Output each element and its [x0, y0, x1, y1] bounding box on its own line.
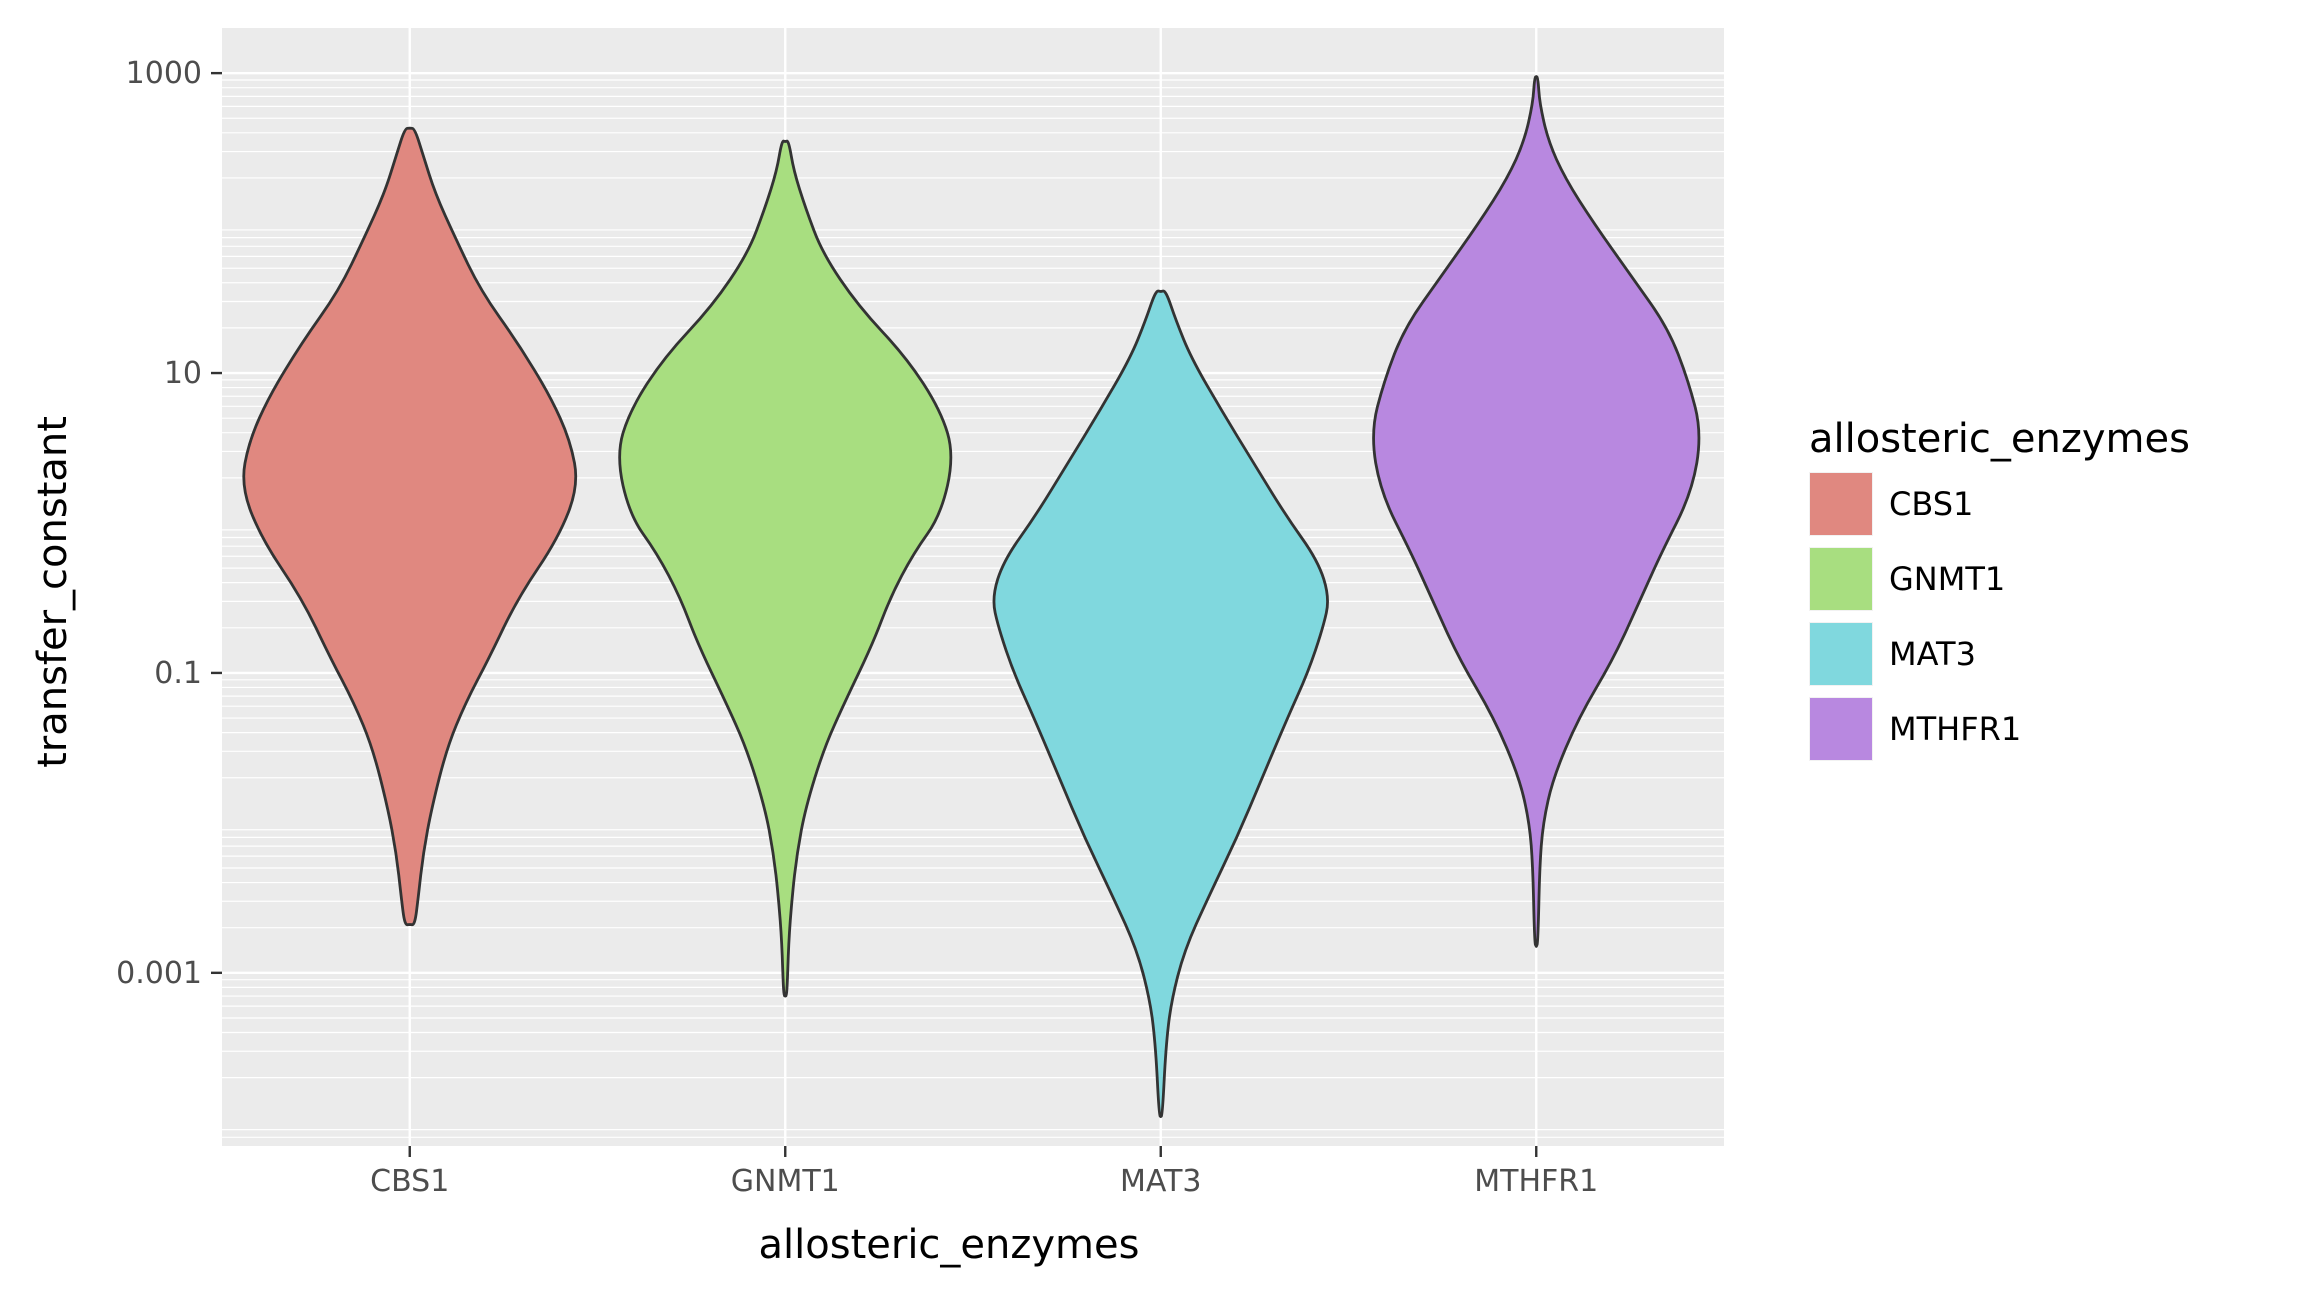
- x-tick-label: MAT3: [1120, 1164, 1202, 1199]
- x-tick-label: GNMT1: [731, 1164, 840, 1199]
- violin-cbs1: [242, 126, 578, 927]
- legend-swatch-mat3: [1810, 623, 1872, 685]
- legend-swatch-gnmt1: [1810, 548, 1872, 610]
- x-tick-label: MTHFR1: [1474, 1164, 1598, 1199]
- y-tick-label: 10: [164, 356, 202, 391]
- x-axis-title: allosteric_enzymes: [759, 1222, 1140, 1268]
- y-tick-label: 0.1: [154, 656, 202, 691]
- legend-label: MAT3: [1889, 635, 1976, 673]
- y-tick-label: 0.001: [116, 956, 202, 991]
- legend-label: CBS1: [1889, 485, 1973, 523]
- violins: [242, 75, 1701, 1118]
- legend-title: allosteric_enzymes: [1809, 416, 2190, 462]
- legend-swatch-mthfr1: [1810, 698, 1872, 760]
- y-tick-label: 1000: [126, 56, 202, 91]
- legend-label: MTHFR1: [1889, 710, 2021, 748]
- violin-gnmt1: [618, 139, 953, 998]
- x-tick-label: CBS1: [370, 1164, 449, 1199]
- violin-mthfr1: [1372, 75, 1701, 948]
- violin-mat3: [992, 289, 1329, 1118]
- legend-label: GNMT1: [1889, 560, 2005, 598]
- legend: allosteric_enzymes CBS1 GNMT1 MAT3 MTHFR1: [1809, 416, 2190, 761]
- y-axis: 0.001 0.1 10 1000: [116, 56, 222, 991]
- legend-swatch-cbs1: [1810, 473, 1872, 535]
- y-axis-title: transfer_constant: [30, 416, 76, 768]
- x-axis: CBS1 GNMT1 MAT3 MTHFR1: [370, 1146, 1598, 1199]
